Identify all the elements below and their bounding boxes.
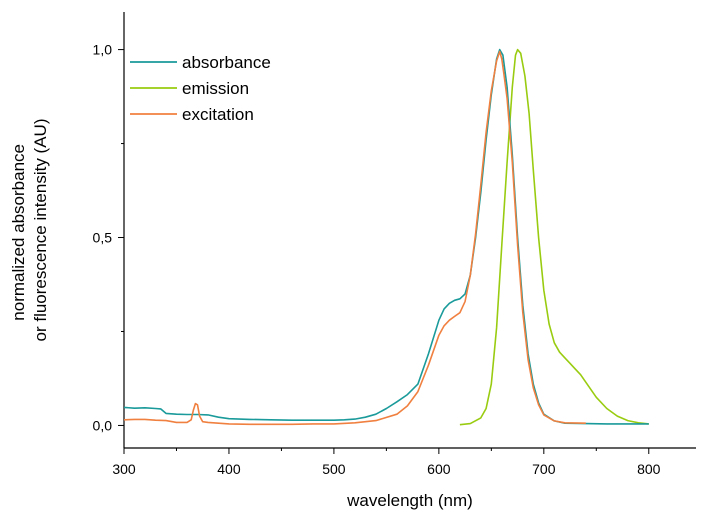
y-axis-title-line-1: normalized absorbance (9, 144, 28, 321)
legend-label-emission: emission (182, 79, 249, 98)
y-axis-title: normalized absorbance or fluorescence in… (9, 119, 50, 342)
legend-label-absorbance: absorbance (182, 53, 271, 72)
legend: absorbance emission excitation (130, 53, 271, 124)
x-tick-label: 300 (112, 461, 136, 477)
series-line-emission (460, 50, 649, 425)
x-tick-label: 400 (217, 461, 241, 477)
x-axis-title: wavelength (nm) (346, 491, 473, 510)
x-tick-label: 700 (532, 461, 556, 477)
x-tick-label: 800 (637, 461, 661, 477)
y-tick-label: 0,0 (93, 417, 113, 433)
y-tick-label: 1,0 (93, 42, 113, 58)
legend-label-excitation: excitation (182, 105, 254, 124)
y-axis-title-line-2: or fluorescence intensity (AU) (31, 119, 50, 342)
x-tick-label: 500 (322, 461, 346, 477)
x-tick-label: 600 (427, 461, 451, 477)
y-tick-label: 0,5 (93, 230, 113, 246)
